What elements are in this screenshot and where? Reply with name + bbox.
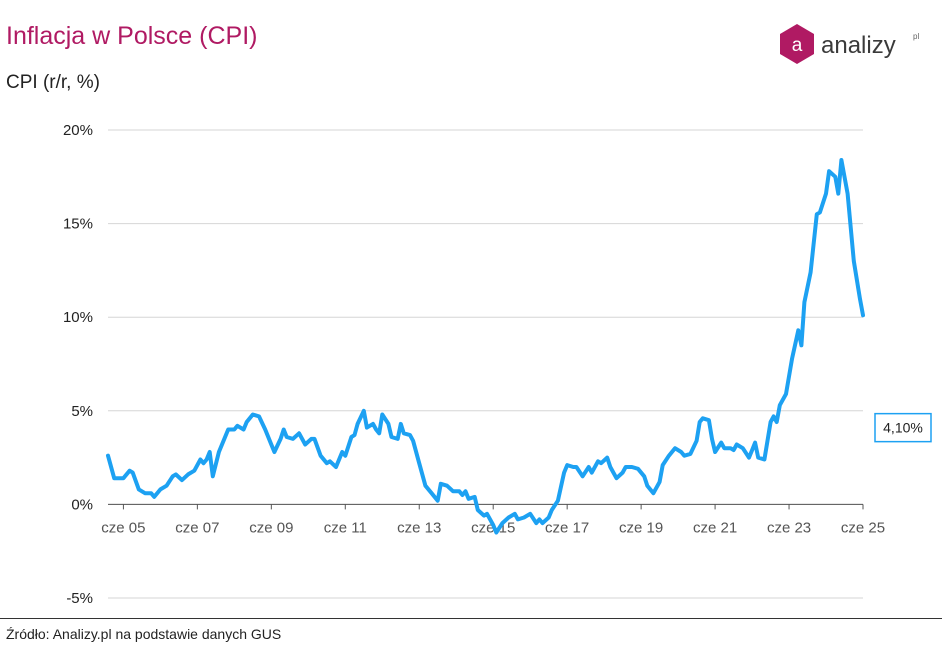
end-label-box — [874, 412, 932, 443]
hexagon-logo-icon: a — [780, 24, 814, 64]
y-tick-label: -5% — [66, 590, 93, 607]
analizy-logo: a analizy pl — [777, 22, 927, 68]
x-tick-label: cze 23 — [767, 519, 811, 536]
x-tick-label: cze 17 — [545, 519, 589, 536]
source-note: Źródło: Analizy.pl na podstawie danych G… — [6, 626, 282, 642]
x-tick-label: cze 05 — [101, 519, 145, 536]
x-tick-label: cze 21 — [693, 519, 737, 536]
logo-text: analizy — [821, 32, 896, 59]
x-tick-label: cze 07 — [175, 519, 219, 536]
y-tick-label: 15% — [63, 216, 93, 233]
x-tick-label: cze 13 — [397, 519, 441, 536]
cpi-line-chart: 20% 15% 10% 5% 0% -5% cze 05 cze 07 cze 09 cze 1… — [63, 122, 932, 607]
y-tick-label: 0% — [71, 496, 93, 513]
chart-title: Inflacja w Polsce (CPI) — [6, 22, 258, 50]
x-tick-label: cze 11 — [324, 519, 367, 536]
logo-suffix: pl — [913, 32, 920, 41]
series-layer — [106, 158, 865, 535]
end-value-callout: 4,10% — [874, 412, 932, 443]
cpi-series-line — [106, 158, 865, 535]
logo-badge-letter: a — [792, 35, 803, 56]
x-tick-label: cze 25 — [841, 519, 885, 536]
end-value-label: 4,10% — [883, 420, 923, 436]
x-tick-label: cze 19 — [619, 519, 663, 536]
footer-divider — [0, 618, 942, 619]
x-axis: cze 05 cze 07 cze 09 cze 11 cze 13 cze 15 cze … — [101, 503, 885, 536]
y-tick-label: 5% — [71, 403, 93, 420]
y-tick-label: 20% — [63, 122, 93, 139]
x-tick-label: cze 09 — [249, 519, 293, 536]
y-tick-label: 10% — [63, 309, 93, 326]
y-axis-label: CPI (r/r, %) — [6, 72, 100, 93]
y-tick-labels: 20% 15% 10% 5% 0% -5% — [63, 122, 93, 607]
